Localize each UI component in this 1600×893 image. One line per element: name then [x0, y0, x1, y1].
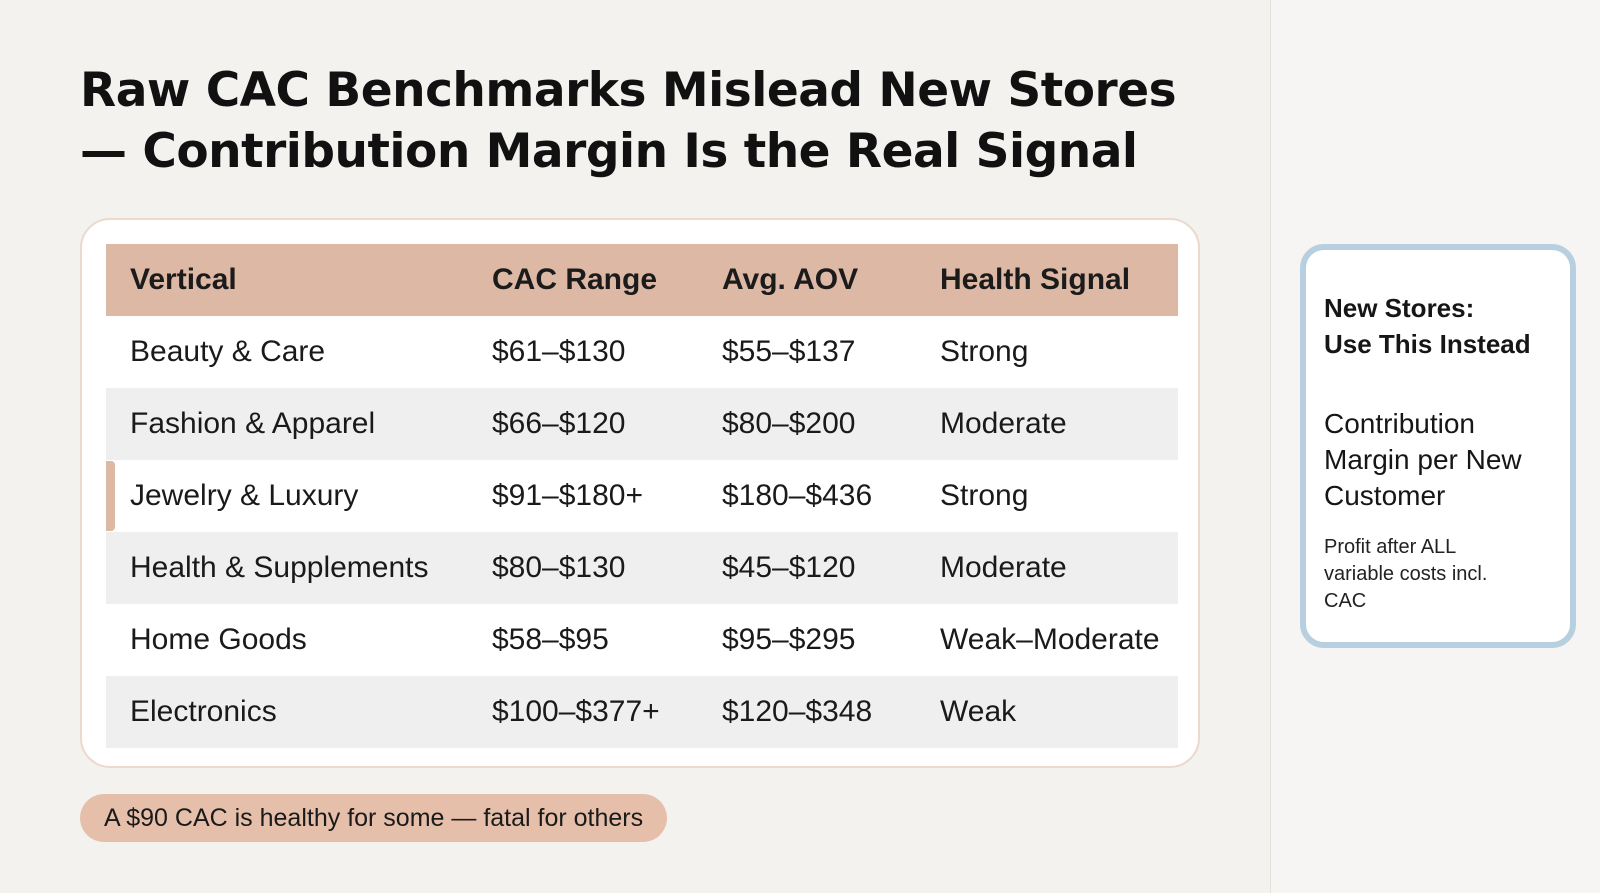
cac-range-cell: $91–$180+ [492, 479, 643, 512]
metric-definition-line-3: CAC [1324, 590, 1367, 612]
slide-title-line-1: Raw CAC Benchmarks Mislead New Stores [80, 63, 1177, 118]
slide-title: Raw CAC Benchmarks Mislead New Stores — … [80, 60, 1200, 182]
health-signal-cell: Moderate [916, 388, 1178, 460]
avg-aov-cell: $80–$200 [698, 388, 916, 460]
new-stores-heading-line-1: New Stores: [1324, 293, 1475, 323]
health-signal-cell: Strong [940, 335, 1029, 368]
new-stores-heading: New Stores: Use This Instead [1324, 290, 1554, 362]
cac-range-cell: $100–$377+ [468, 676, 698, 748]
column-header-avg-aov: Avg. AOV [698, 244, 916, 316]
metric-definition-line-2: variable costs incl. [1324, 563, 1488, 585]
cac-range-cell: $61–$130 [492, 335, 626, 368]
vertical-cell: Jewelry & Luxury [106, 460, 468, 532]
avg-aov-cell: $55–$137 [722, 335, 856, 368]
new-stores-card: New Stores: Use This Instead Contributio… [1300, 244, 1576, 648]
avg-aov-cell: $95–$295 [722, 623, 856, 656]
vertical-cell: Home Goods [130, 623, 307, 656]
health-signal-cell: Moderate [916, 532, 1178, 604]
recommended-metric-line-2: Margin per New [1324, 444, 1522, 475]
new-stores-heading-line-2: Use This Instead [1324, 329, 1531, 359]
vertical-cell: Electronics [106, 676, 468, 748]
metric-definition-line-1: Profit after ALL [1324, 536, 1457, 558]
table-row: Fashion & Apparel $66–$120 $80–$200 Mode… [106, 388, 1178, 460]
table-header-row: Vertical CAC Range Avg. AOV Health Signa… [106, 244, 1178, 316]
cac-range-cell: $58–$95 [492, 623, 609, 656]
recommended-metric-line-3: Customer [1324, 480, 1446, 511]
cac-range-cell: $80–$130 [468, 532, 698, 604]
benchmark-table-card: Vertical CAC Range Avg. AOV Health Signa… [80, 218, 1200, 768]
column-header-cac-range: CAC Range [468, 244, 698, 316]
table-row-highlighted: Jewelry & Luxury $91–$180+ $180–$436 Str… [106, 460, 1178, 532]
table-row: Electronics $100–$377+ $120–$348 Weak [106, 676, 1178, 748]
table-row: Beauty & Care $61–$130 $55–$137 Strong [106, 316, 1178, 388]
table-row: Home Goods $58–$95 $95–$295 Weak–Moderat… [106, 604, 1178, 676]
health-signal-cell: Weak–Moderate [940, 623, 1160, 656]
vertical-cell: Fashion & Apparel [106, 388, 468, 460]
slide-title-line-2: — Contribution Margin Is the Real Signal [80, 124, 1138, 179]
cac-range-cell: $66–$120 [468, 388, 698, 460]
avg-aov-cell: $45–$120 [698, 532, 916, 604]
cac-benchmark-table: Vertical CAC Range Avg. AOV Health Signa… [106, 244, 1178, 748]
metric-definition: Profit after ALL variable costs incl. CA… [1324, 534, 1554, 615]
column-header-vertical: Vertical [106, 244, 468, 316]
health-signal-cell: Weak [916, 676, 1178, 748]
recommended-metric: Contribution Margin per New Customer [1324, 406, 1554, 514]
avg-aov-cell: $180–$436 [722, 479, 873, 512]
recommended-metric-line-1: Contribution [1324, 408, 1475, 439]
column-header-health-signal: Health Signal [916, 244, 1178, 316]
avg-aov-cell: $120–$348 [698, 676, 916, 748]
table-row: Health & Supplements $80–$130 $45–$120 M… [106, 532, 1178, 604]
vertical-cell: Beauty & Care [130, 335, 326, 368]
callout-pill: A $90 CAC is healthy for some — fatal fo… [80, 794, 668, 842]
health-signal-cell: Strong [940, 479, 1029, 512]
vertical-cell: Health & Supplements [106, 532, 468, 604]
